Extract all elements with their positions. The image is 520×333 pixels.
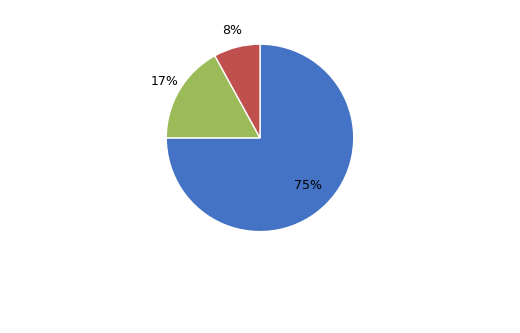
Wedge shape	[166, 44, 354, 232]
Wedge shape	[166, 56, 260, 138]
Text: 8%: 8%	[223, 24, 242, 37]
Text: 17%: 17%	[151, 75, 179, 88]
Wedge shape	[215, 44, 260, 138]
Text: 75%: 75%	[294, 179, 322, 192]
